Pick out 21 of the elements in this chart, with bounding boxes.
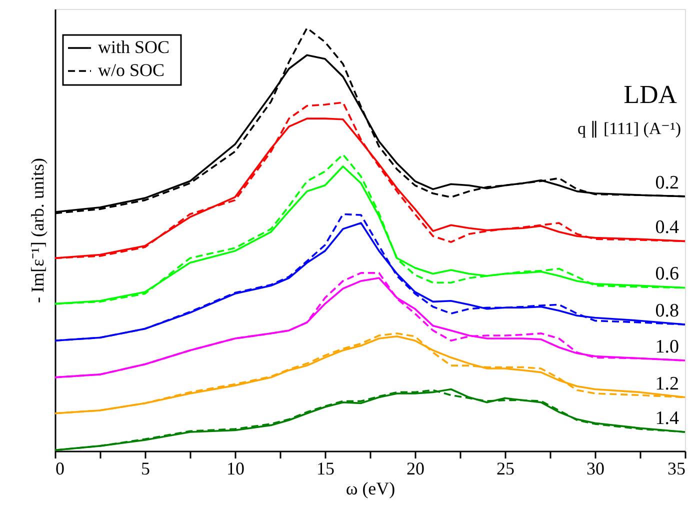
x-tick-label: 15 bbox=[316, 458, 334, 478]
x-tick-label: 5 bbox=[141, 458, 150, 478]
x-tick-label: 35 bbox=[668, 458, 686, 478]
series-label: 0.2 bbox=[655, 172, 679, 194]
x-tick-label: 30 bbox=[586, 458, 604, 478]
x-axis-title: ω (eV) bbox=[346, 478, 396, 498]
x-tick-label: 20 bbox=[406, 458, 424, 478]
annotation: w/o SOC bbox=[98, 60, 165, 80]
x-tick-label: 10 bbox=[226, 458, 244, 478]
series-label: 1.4 bbox=[655, 408, 680, 429]
y-axis-title: - Im[ε⁻¹] (arb. units) bbox=[28, 158, 48, 303]
series-label: 0.8 bbox=[655, 300, 679, 322]
x-tick-label: 0 bbox=[56, 458, 64, 478]
annotation: q ∥ [111] (A⁻¹) bbox=[577, 119, 681, 138]
annotation: LDA bbox=[624, 80, 678, 109]
series-label: 0.4 bbox=[655, 217, 680, 238]
annotation: with SOC bbox=[98, 37, 170, 57]
series-label: 1.0 bbox=[655, 336, 679, 358]
series-label: 0.6 bbox=[655, 264, 679, 285]
x-tick-label: 25 bbox=[496, 458, 514, 478]
series-label: 1.2 bbox=[655, 373, 679, 394]
